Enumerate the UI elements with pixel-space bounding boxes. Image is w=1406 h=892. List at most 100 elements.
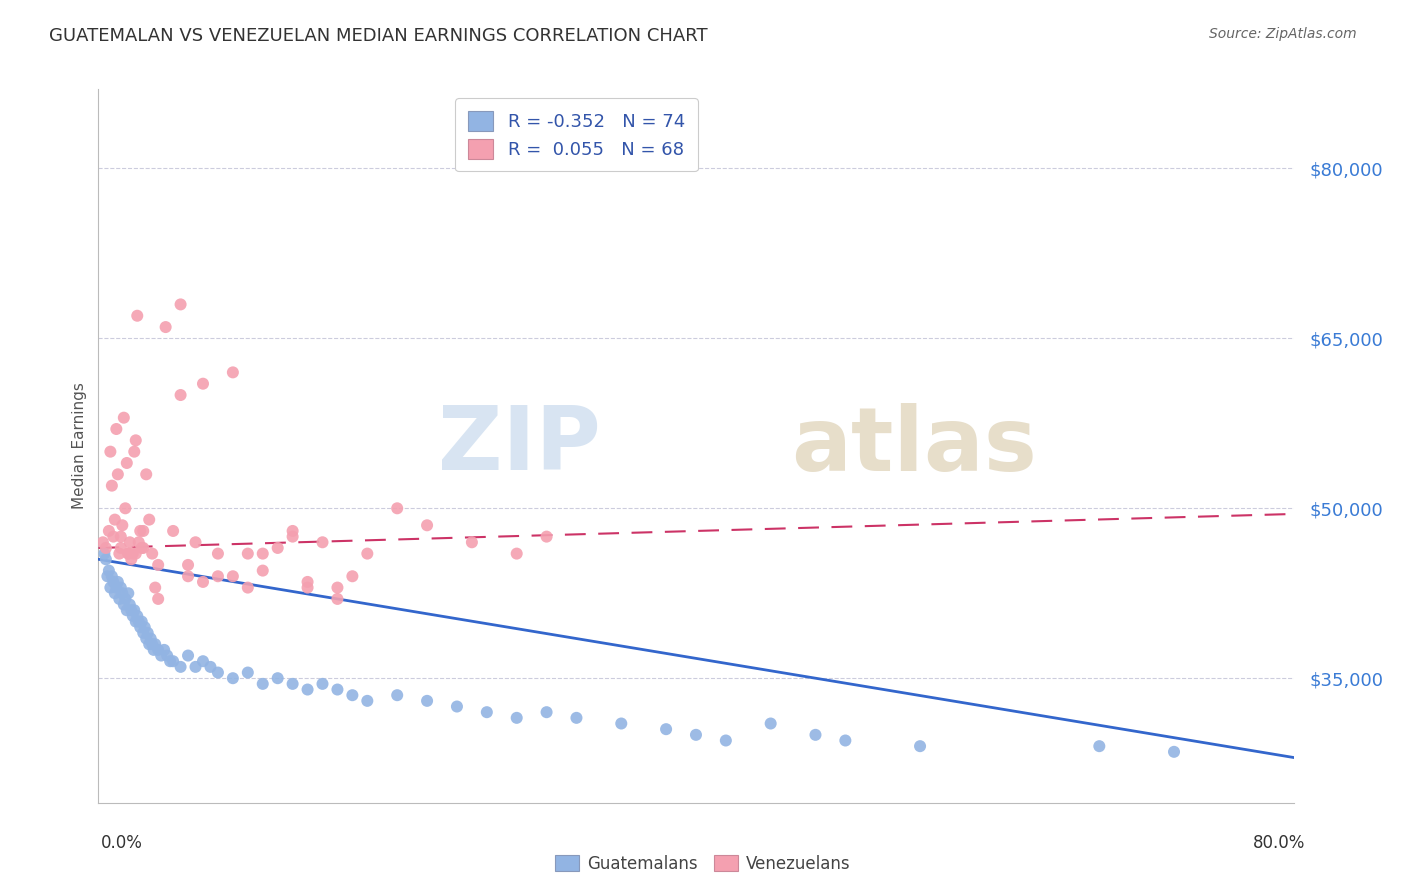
Point xyxy=(281,677,304,691)
Point xyxy=(281,530,304,544)
Text: atlas: atlas xyxy=(792,402,1038,490)
Point xyxy=(103,530,125,544)
Point xyxy=(184,660,207,674)
Point xyxy=(908,739,931,754)
Point xyxy=(120,603,142,617)
Point xyxy=(117,586,139,600)
Point xyxy=(685,728,707,742)
Y-axis label: Median Earnings: Median Earnings xyxy=(72,383,87,509)
Point xyxy=(506,711,529,725)
Point xyxy=(759,716,782,731)
Point xyxy=(385,688,409,702)
Point xyxy=(177,558,200,572)
Point xyxy=(115,603,138,617)
Text: Source: ZipAtlas.com: Source: ZipAtlas.com xyxy=(1209,27,1357,41)
Point xyxy=(118,535,141,549)
Point xyxy=(506,547,529,561)
Point xyxy=(110,530,132,544)
Point xyxy=(236,665,259,680)
Point xyxy=(94,541,117,555)
Point xyxy=(159,654,181,668)
Point xyxy=(127,309,149,323)
Point xyxy=(1163,745,1185,759)
Point xyxy=(356,694,378,708)
Point xyxy=(342,569,364,583)
Point xyxy=(138,637,160,651)
Point xyxy=(114,501,136,516)
Point xyxy=(326,591,349,606)
Point xyxy=(150,648,173,663)
Point xyxy=(132,524,155,538)
Text: 80.0%: 80.0% xyxy=(1253,834,1305,852)
Point xyxy=(111,586,134,600)
Point xyxy=(125,615,148,629)
Point xyxy=(326,581,349,595)
Point xyxy=(326,682,349,697)
Point xyxy=(105,422,128,436)
Point xyxy=(267,671,290,685)
Point xyxy=(104,513,127,527)
Point xyxy=(222,569,245,583)
Point xyxy=(125,434,148,448)
Point xyxy=(131,541,153,555)
Point xyxy=(446,699,468,714)
Point xyxy=(610,716,633,731)
Point xyxy=(138,513,160,527)
Point xyxy=(91,535,114,549)
Point xyxy=(124,603,146,617)
Point xyxy=(115,456,138,470)
Point xyxy=(143,637,166,651)
Point xyxy=(148,643,170,657)
Point xyxy=(131,615,153,629)
Point xyxy=(93,547,115,561)
Point xyxy=(655,722,678,736)
Point xyxy=(103,574,125,589)
Point xyxy=(191,574,214,589)
Point xyxy=(110,541,132,555)
Point xyxy=(252,547,274,561)
Point xyxy=(191,654,214,668)
Point xyxy=(114,591,136,606)
Point xyxy=(135,632,157,646)
Point xyxy=(105,581,128,595)
Point xyxy=(207,547,229,561)
Point xyxy=(124,444,146,458)
Point xyxy=(177,569,200,583)
Point xyxy=(98,444,122,458)
Point xyxy=(111,518,134,533)
Point xyxy=(121,547,143,561)
Point xyxy=(297,574,319,589)
Point xyxy=(236,547,259,561)
Point xyxy=(297,581,319,595)
Text: ZIP: ZIP xyxy=(437,402,600,490)
Point xyxy=(141,547,163,561)
Point xyxy=(139,632,162,646)
Point xyxy=(162,524,184,538)
Point xyxy=(475,705,498,719)
Point xyxy=(461,535,484,549)
Point xyxy=(236,581,259,595)
Point xyxy=(112,410,135,425)
Point xyxy=(267,541,290,555)
Point xyxy=(128,615,150,629)
Point xyxy=(107,574,129,589)
Point xyxy=(252,677,274,691)
Point xyxy=(129,620,152,634)
Point xyxy=(162,654,184,668)
Point xyxy=(134,620,156,634)
Point xyxy=(222,671,245,685)
Point xyxy=(1088,739,1111,754)
Point xyxy=(107,467,129,482)
Point xyxy=(714,733,737,747)
Point xyxy=(207,569,229,583)
Point xyxy=(110,581,132,595)
Point xyxy=(101,569,124,583)
Point xyxy=(121,608,143,623)
Point xyxy=(96,569,118,583)
Point xyxy=(169,297,191,311)
Point xyxy=(834,733,856,747)
Point xyxy=(385,501,409,516)
Point xyxy=(108,547,131,561)
Point xyxy=(200,660,222,674)
Point xyxy=(155,320,177,334)
